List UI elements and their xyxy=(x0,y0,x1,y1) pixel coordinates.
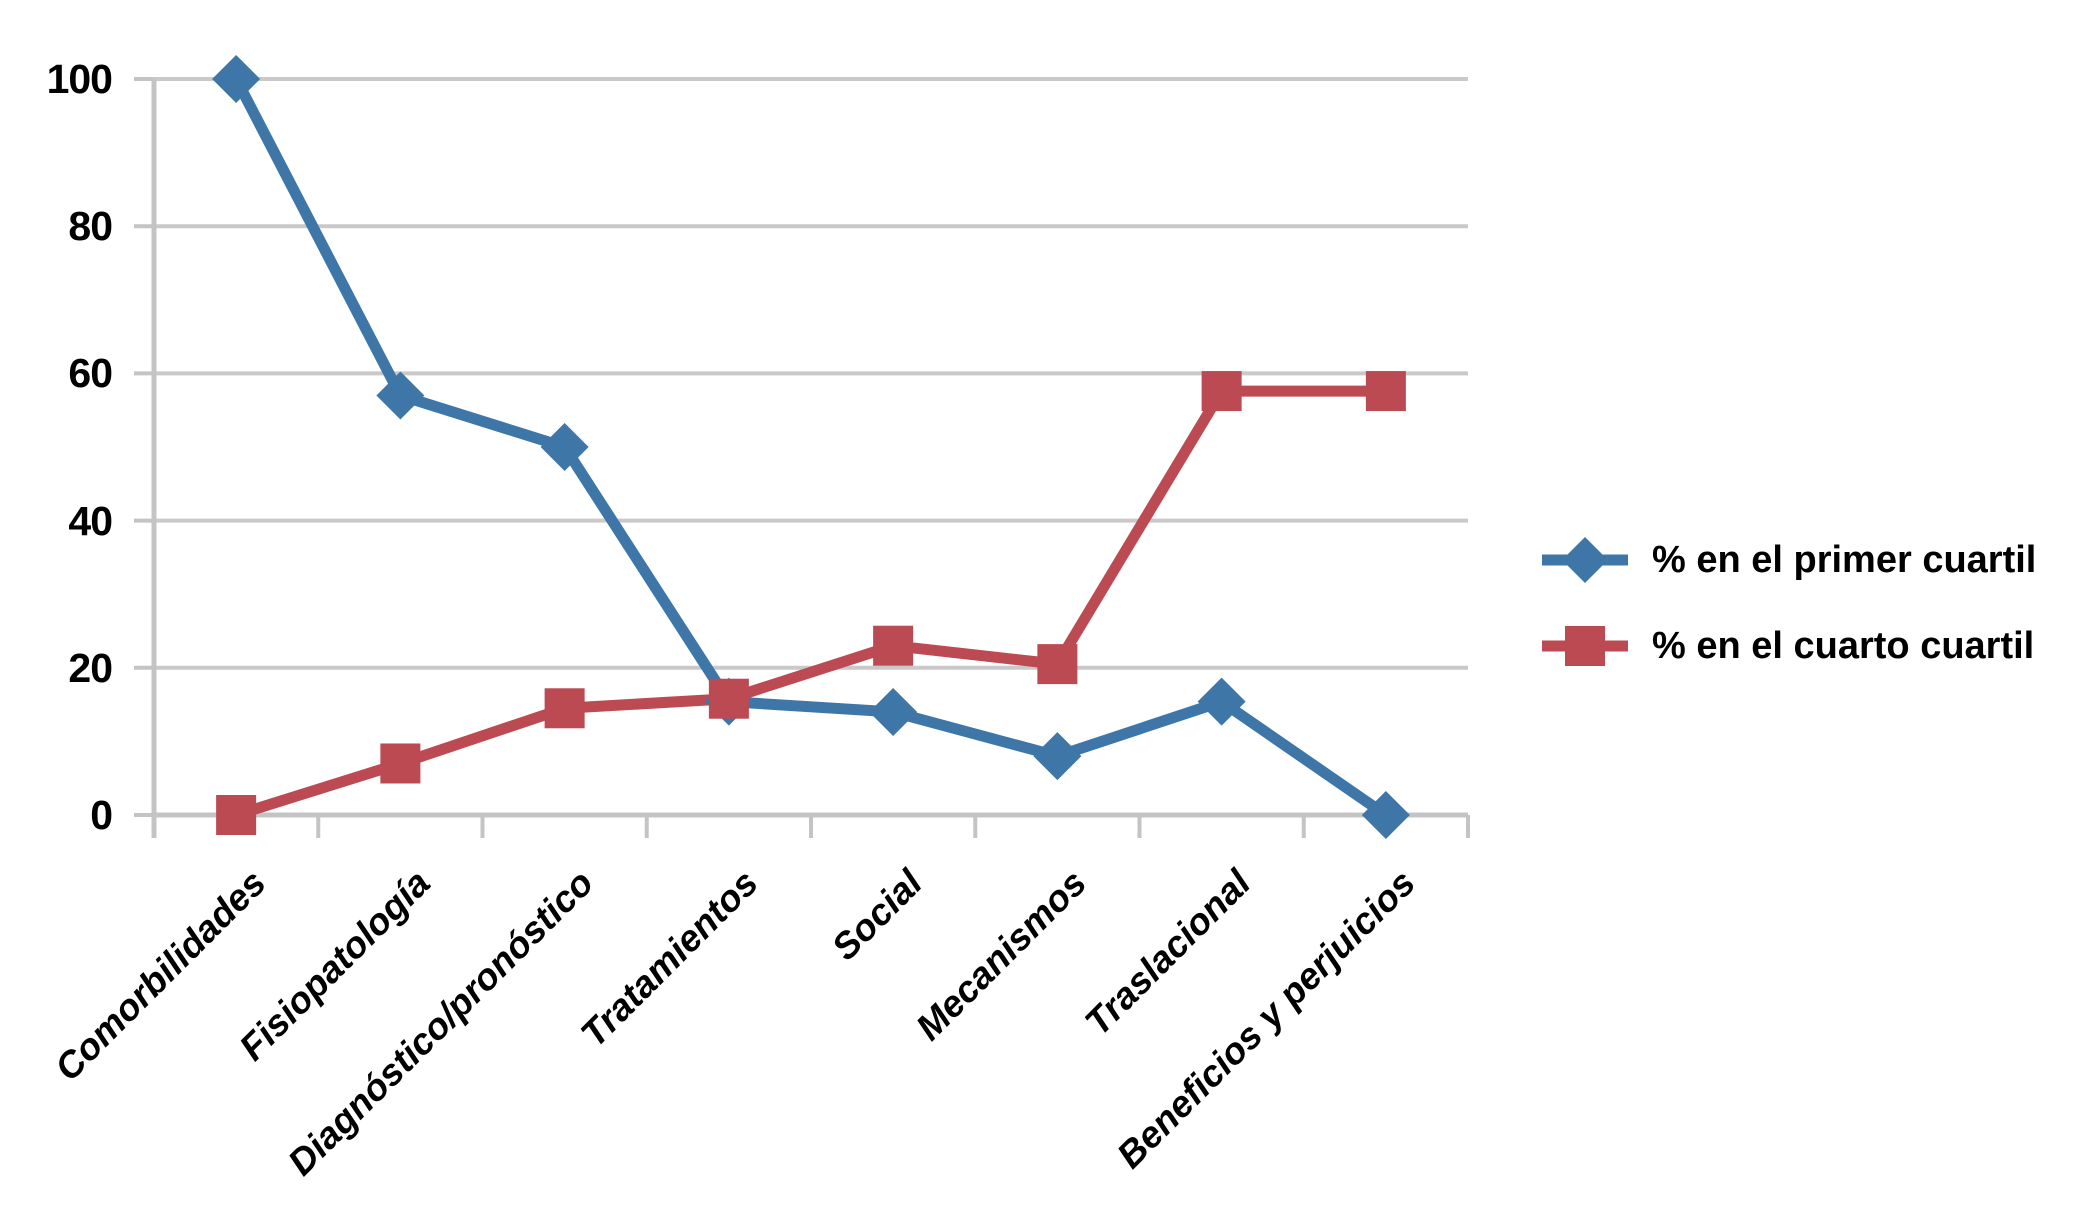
legend-item-primer-cuartil: % en el primer cuartil xyxy=(1542,528,2036,592)
data-point-diamond xyxy=(1033,732,1082,781)
legend: % en el primer cuartil % en el cuarto cu… xyxy=(1542,528,2036,678)
data-point-square xyxy=(1201,371,1242,412)
data-point-square xyxy=(708,678,749,719)
y-axis-label: 20 xyxy=(68,644,113,691)
y-axis-label: 60 xyxy=(68,350,113,397)
data-point-square xyxy=(380,743,421,784)
data-point-diamond xyxy=(1197,677,1246,726)
legend-label-primer-cuartil: % en el primer cuartil xyxy=(1652,538,2037,581)
data-point-diamond xyxy=(212,55,261,103)
data-point-square xyxy=(1037,644,1078,685)
legend-label-cuarto-cuartil: % en el cuarto cuartil xyxy=(1652,624,2035,667)
data-point-diamond xyxy=(1361,791,1410,839)
series-line-1 xyxy=(234,385,1386,821)
data-point-square xyxy=(216,795,257,835)
data-point-diamond xyxy=(869,687,918,736)
legend-item-cuarto-cuartil: % en el cuarto cuartil xyxy=(1542,614,2036,678)
legend-diamond-marker-icon xyxy=(1542,537,1628,583)
y-axis-label: 40 xyxy=(68,497,113,544)
data-point-square xyxy=(1365,371,1406,412)
y-axis-label: 0 xyxy=(90,792,113,838)
y-axis-label: 80 xyxy=(68,203,113,250)
series-line-0 xyxy=(231,76,1389,820)
data-point-diamond xyxy=(376,371,425,420)
y-axis-label: 100 xyxy=(46,56,113,102)
legend-square-marker-icon xyxy=(1542,626,1628,666)
data-point-diamond xyxy=(540,423,589,471)
data-point-square xyxy=(873,625,914,666)
data-point-square xyxy=(544,688,585,729)
